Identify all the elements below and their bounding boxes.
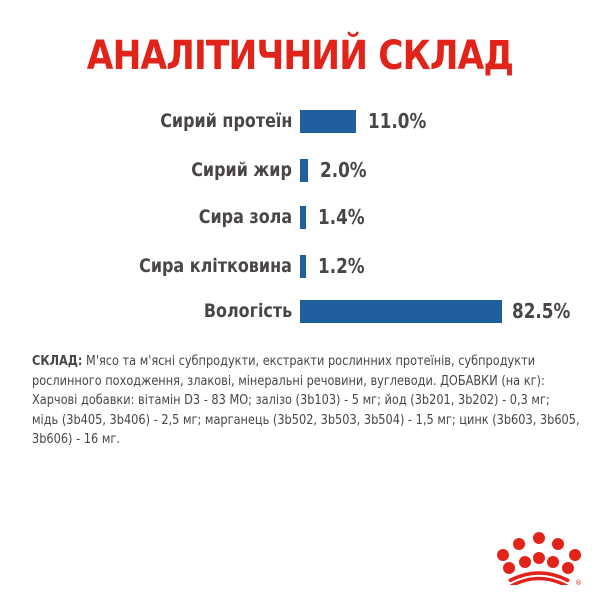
row-value: 82.5% [512,299,571,323]
row-value: 1.2% [318,254,365,278]
bar [300,206,306,229]
composition-line: 3b606) - 16 мг. [32,432,120,447]
composition-line: СКЛАД: М'ясо та м'ясні субпродукти, екст… [32,354,536,369]
row-value: 2.0% [320,158,367,182]
row-value: 1.4% [318,205,365,229]
chart-row-moisture: Вологість 82.5% [0,296,600,326]
row-value: 11.0% [368,109,427,133]
row-label: Сирий жир [191,159,292,181]
chart-row-fiber: Сира клітковина 1.2% [0,251,600,281]
composition-line: мідь (3b405, 3b406) - 2,5 мг; марганець … [32,412,580,428]
page-title: АНАЛІТИЧНИЙ СКЛАД [86,33,514,79]
chart-row-fat: Сирий жир 2.0% [0,155,600,185]
registered-mark: ® [575,579,582,585]
composition-heading: СКЛАД: [32,354,83,369]
row-label: Сира зола [198,206,292,228]
bar [300,159,308,182]
bar [300,255,306,278]
row-label: Сирий протеїн [159,110,292,132]
bar [300,300,502,323]
row-label: Вологість [203,300,292,322]
row-label: Сира клітковина [139,255,292,277]
chart-row-ash: Сира зола 1.4% [0,202,600,232]
composition-text: СКЛАД: М'ясо та м'ясні субпродукти, екст… [32,352,580,450]
royal-canin-crown-icon: ® [497,532,582,585]
bar [300,110,356,133]
composition-line: Харчові добавки: вітамін D3 - 83 МО; зал… [32,393,550,408]
composition-line: рослинного походження, злакові, мінераль… [32,373,545,389]
chart-row-protein: Сирий протеїн 11.0% [0,106,600,136]
